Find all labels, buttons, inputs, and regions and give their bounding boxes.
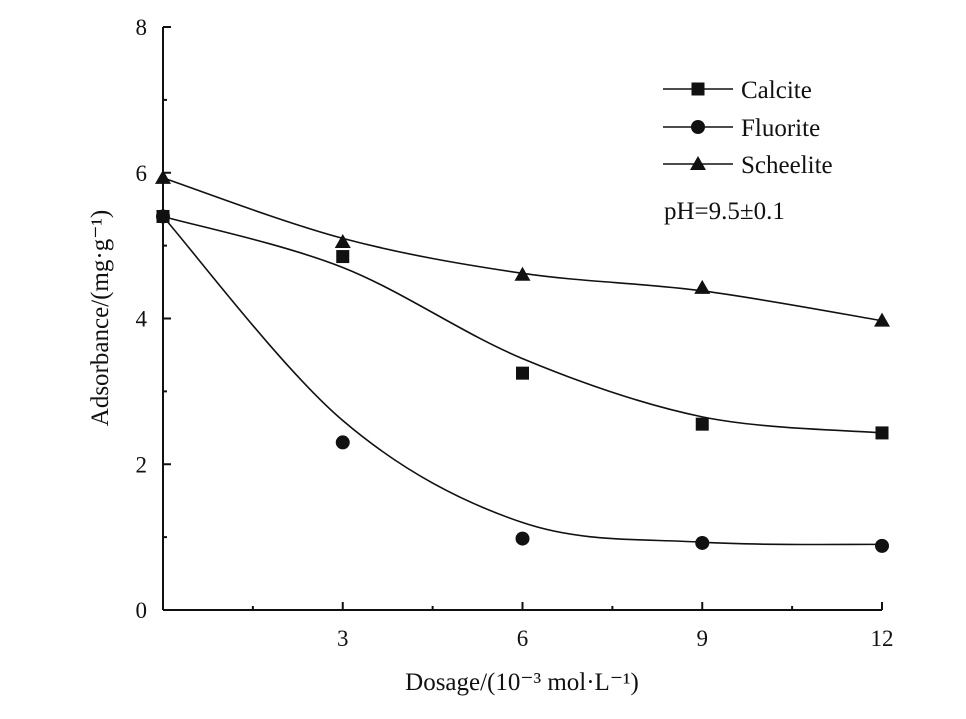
legend: Calcite Fluorite Scheelite — [663, 77, 833, 179]
x-tick-label: 9 — [697, 626, 709, 651]
y-tick-label: 4 — [136, 307, 148, 332]
calcite-data-point — [875, 426, 889, 440]
calcite-data-point — [336, 250, 350, 264]
fluorite-fit-line — [162, 215, 883, 546]
fluorite-data-point — [156, 209, 170, 224]
x-axis-title: Dosage/(10⁻³ mol·L⁻¹) — [405, 669, 639, 696]
scheelite-data-point — [874, 312, 890, 327]
legend-marker-scheelite — [690, 156, 706, 170]
scheelite-data-point — [694, 279, 711, 294]
calcite-data-point — [695, 417, 709, 431]
y-tick-label: 2 — [136, 452, 148, 477]
x-tick-label: 6 — [517, 626, 529, 651]
x-tick-label: 3 — [337, 626, 349, 651]
y-axis-title: Adsorbance/(mg·g⁻¹) — [87, 210, 114, 426]
legend-label-fluorite: Fluorite — [741, 115, 820, 142]
tick-labels: 3 6 9 12 0 2 4 6 8 — [136, 15, 894, 651]
fluorite-data-point — [335, 435, 350, 450]
scheelite-data-point — [155, 169, 171, 184]
y-tick-label: 8 — [136, 15, 148, 40]
legend-label-calcite: Calcite — [741, 77, 812, 104]
calcite-data-point — [516, 366, 529, 380]
scheelite-data-point — [334, 233, 351, 248]
y-tick-label: 0 — [136, 598, 148, 623]
axis-ticks — [162, 26, 883, 611]
data-markers — [155, 169, 890, 553]
fit-curves — [162, 177, 883, 546]
calcite-fit-line — [162, 215, 883, 434]
x-tick-label: 12 — [871, 626, 894, 651]
fluorite-data-point — [695, 535, 710, 550]
scheelite-data-point — [514, 266, 531, 281]
y-tick-label: 6 — [136, 161, 148, 186]
ph-annotation: pH=9.5±0.1 — [664, 198, 785, 225]
legend-label-scheelite: Scheelite — [741, 152, 833, 179]
legend-marker-fluorite — [691, 120, 705, 134]
fluorite-data-point — [515, 531, 530, 546]
fluorite-data-point — [875, 538, 889, 553]
legend-marker-calcite — [691, 82, 705, 96]
